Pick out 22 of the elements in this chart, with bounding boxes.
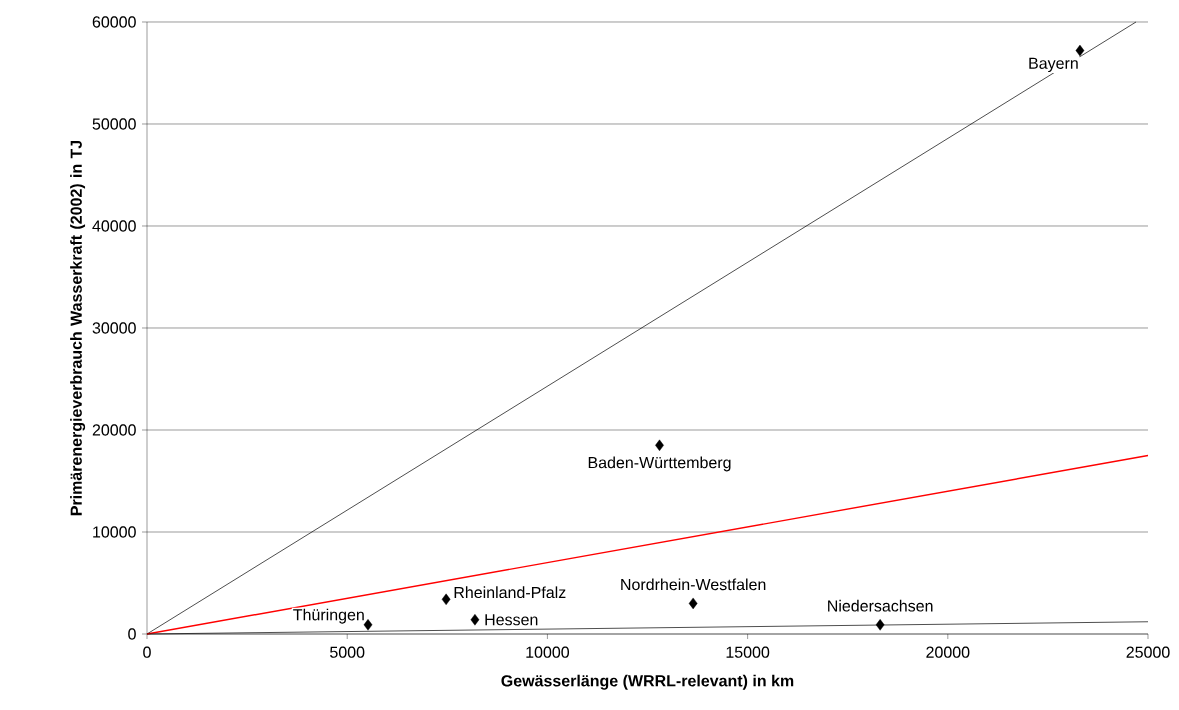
annotation: Bayern xyxy=(1029,57,1078,73)
x-tick-label: 0 xyxy=(143,646,151,658)
y-tick-label: 20000 xyxy=(92,424,136,436)
annotation: Niedersachsen xyxy=(828,599,933,612)
x-tick-label: 25000 xyxy=(1126,646,1170,658)
y-axis-title: Primärenergieverbrauch Wasserkraft (2002) in TJ xyxy=(70,140,86,516)
annotation: Rheinland-Pfalz xyxy=(454,586,566,599)
annotation: Nordrhein-Westfalen xyxy=(621,578,766,591)
y-tick-label: 0 xyxy=(128,628,136,640)
y-tick-label: 60000 xyxy=(92,16,136,28)
annotation: Thüringen xyxy=(293,608,364,624)
y-tick-label: 50000 xyxy=(92,118,136,130)
x-axis-title: Gewässerlänge (WRRL-relevant) in km xyxy=(501,674,794,690)
annotation: Baden-Württemberg xyxy=(588,456,731,472)
annotation: Hessen xyxy=(485,614,538,626)
y-tick-label: 30000 xyxy=(92,322,136,334)
x-tick-label: 10000 xyxy=(526,646,570,658)
y-tick-label: 10000 xyxy=(93,526,136,538)
x-tick-label: 5000 xyxy=(330,646,365,658)
x-tick-label: 20000 xyxy=(926,646,970,658)
y-tick-label: 40000 xyxy=(92,220,136,232)
x-tick-label: 15000 xyxy=(726,646,770,658)
